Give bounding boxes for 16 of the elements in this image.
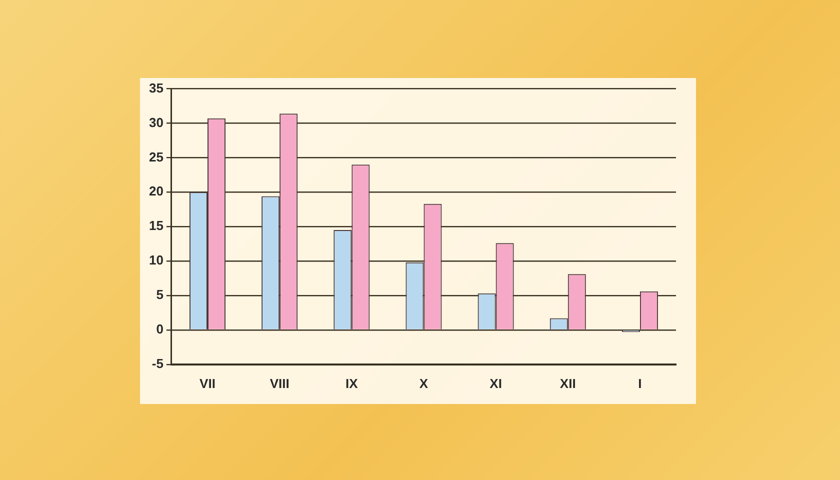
x-tick-label: X [419,376,428,391]
y-tick-label: 10 [148,252,164,268]
x-tick-label: VIII [270,376,290,391]
y-tick-label: -5 [152,356,164,371]
y-tick-label: 15 [148,218,164,234]
x-tick-label: IX [346,376,358,391]
x-tick-label: VII [200,376,216,391]
x-tick-label: XII [560,376,576,391]
y-tick-label: 20 [148,184,164,199]
y-tick-label: 30 [148,114,164,130]
y-tick-label: 0 [156,322,164,337]
y-tick-label: 5 [156,287,164,302]
y-tick-label: 25 [148,149,164,164]
y-tick-label: 35 [148,80,164,96]
x-tick-label: XI [490,376,502,391]
x-tick-label: I [638,376,642,391]
